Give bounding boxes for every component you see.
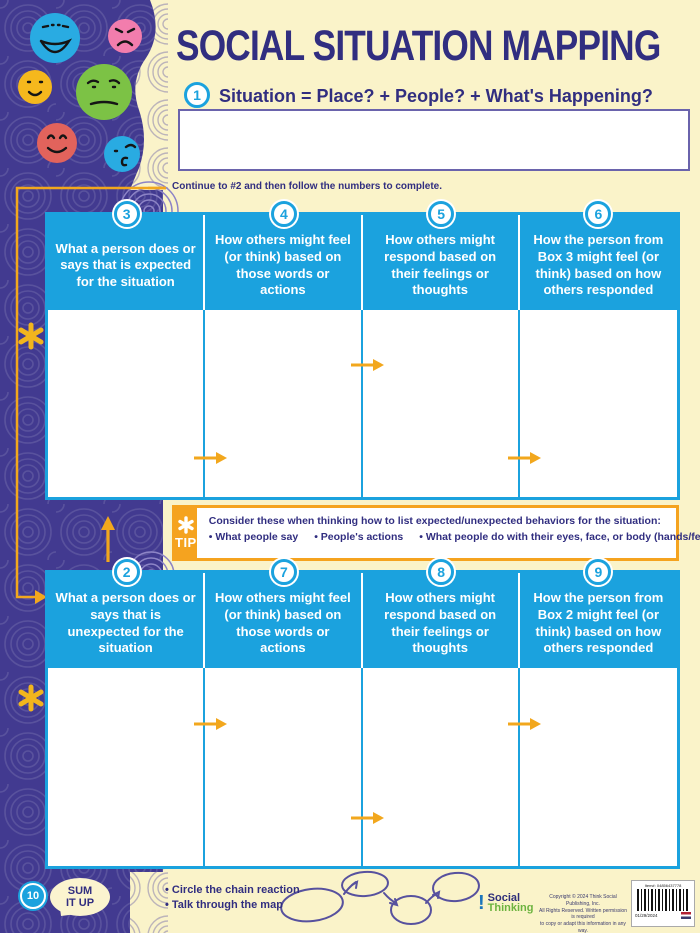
copyright-text: Copyright © 2024 Think Social Publishing… xyxy=(538,894,628,933)
box4-heading: How others might feel (or think) based o… xyxy=(205,215,363,310)
box4-badge: 4 xyxy=(270,201,297,227)
box3-heading: What a person does or says that is expec… xyxy=(48,215,206,310)
footer-bullet: • Circle the chain reaction xyxy=(165,884,300,896)
unexpected-row-body xyxy=(48,668,677,866)
tip-box: TIP Consider these when thinking how to … xyxy=(172,505,700,561)
box6-writing-area[interactable] xyxy=(520,310,677,497)
logo-social-text: Social xyxy=(487,892,521,904)
annoyed-face-icon xyxy=(108,19,142,53)
box9-badge: 9 xyxy=(585,559,612,585)
up-arrow-icon xyxy=(101,516,115,562)
right-arrow-icon xyxy=(35,590,47,604)
box8-heading: How others might respond based on their … xyxy=(363,573,520,668)
logo-thinking-text: Thinking xyxy=(487,902,534,914)
situation-input[interactable] xyxy=(178,109,690,171)
heading-text: for the situation xyxy=(76,273,175,289)
page-title: SOCIAL SITUATION MAPPING xyxy=(176,22,661,70)
right-arrow-icon xyxy=(351,812,384,824)
confused-face-icon xyxy=(104,136,140,172)
chain-reaction-sketch xyxy=(280,870,480,925)
worried-face-icon xyxy=(76,64,132,120)
us-flag-icon xyxy=(681,912,691,919)
sum-it-up-bubble: SUM IT UP xyxy=(50,878,110,916)
barcode: Item#: 04856437778 01/29/2024 xyxy=(631,880,695,927)
footer-bullet: • Talk through the map xyxy=(165,899,283,911)
box3-writing-area[interactable] xyxy=(48,310,206,497)
box9-writing-area[interactable] xyxy=(520,668,677,866)
smiley-face-icon xyxy=(18,70,52,104)
box6-heading: How the person from Box 3 might feel (or… xyxy=(520,215,677,310)
right-arrow-icon xyxy=(194,452,227,464)
social-thinking-logo: ! Social Thinking xyxy=(478,892,534,914)
box5-badge: 5 xyxy=(428,201,455,227)
step10-badge: 10 xyxy=(20,883,46,909)
step1-badge: 1 xyxy=(184,82,210,108)
emotion-faces xyxy=(18,13,142,172)
box8-badge: 8 xyxy=(428,559,455,585)
right-arrow-icon xyxy=(508,718,541,730)
footer-instructions: • Circle the chain reaction • Talk throu… xyxy=(165,883,300,913)
expected-row-headers: What a person does or says that is expec… xyxy=(48,215,677,310)
copyright-line: Copyright © 2024 Think Social Publishing… xyxy=(549,894,617,907)
situation-prompt: Situation = Place? + People? + What's Ha… xyxy=(219,86,653,106)
box3-badge: 3 xyxy=(113,201,140,227)
tip-bullets: • What people say • People's actions • W… xyxy=(209,531,700,543)
box7-badge: 7 xyxy=(270,559,297,585)
copyright-line: All Rights Reserved. Written permission … xyxy=(539,907,627,921)
box7-writing-area[interactable] xyxy=(205,668,363,866)
tip-content: Consider these when thinking how to list… xyxy=(197,508,700,558)
heading-text: How others might respond based on their … xyxy=(384,590,497,656)
tip-label: TIP xyxy=(175,535,197,550)
tip-bullet: • What people say xyxy=(208,531,299,543)
heading-text: What a person does or says that is xyxy=(55,590,196,622)
right-arrow-icon xyxy=(194,718,227,730)
box7-heading: How others might feel (or think) based o… xyxy=(205,573,363,668)
asterisk-icon xyxy=(18,322,44,712)
box4-writing-area[interactable] xyxy=(205,310,363,497)
heading-text: How others might respond based on their … xyxy=(384,232,497,298)
box5-heading: How others might respond based on their … xyxy=(363,215,520,310)
box8-writing-area[interactable] xyxy=(363,668,520,866)
box2-badge: 2 xyxy=(113,559,140,585)
copyright-line: to copy or adapt this information in any… xyxy=(540,921,626,933)
expected-row: 3 4 5 6 What a person does or says that … xyxy=(45,201,680,500)
tip-badge: TIP xyxy=(175,508,197,558)
heading-text: How the person from Box 3 might feel (or… xyxy=(533,232,664,298)
box6-badge: 6 xyxy=(585,201,612,227)
heading-text: How others might feel (or think) based o… xyxy=(214,590,351,656)
box9-heading: How the person from Box 2 might feel (or… xyxy=(520,573,677,668)
tip-bullet: • What people do with their eyes, face, … xyxy=(419,531,700,543)
pleased-face-icon xyxy=(37,123,77,163)
flow-path-to-box2 xyxy=(15,186,166,604)
continue-note: Continue to #2 and then follow the numbe… xyxy=(172,181,443,192)
heading-text: for the situation xyxy=(98,623,184,656)
expected-row-body xyxy=(48,310,677,497)
heading-bold: expected xyxy=(134,257,192,273)
tip-heading: Consider these when thinking how to list… xyxy=(208,515,661,527)
barcode-date: 01/29/2024 xyxy=(635,913,658,918)
right-arrow-icon xyxy=(508,452,541,464)
barcode-bars xyxy=(637,889,689,911)
heading-text: How the person from Box 2 might feel (or… xyxy=(533,590,664,656)
tip-bullet: • People's actions xyxy=(314,531,404,543)
unexpected-row: 2 7 8 9 What a person does or says that … xyxy=(45,559,680,869)
happy-face-icon xyxy=(30,13,80,63)
box2-writing-area[interactable] xyxy=(48,668,206,866)
asterisk-icon xyxy=(178,516,194,534)
unexpected-row-headers: What a person does or says that is unexp… xyxy=(48,573,677,668)
cream-swirl-strip-bottom xyxy=(126,868,168,933)
barcode-item-number: Item#: 04856437778 xyxy=(644,883,682,888)
box5-writing-area[interactable] xyxy=(363,310,520,497)
heading-text: How others might feel (or think) based o… xyxy=(214,232,351,298)
heading-bold: unexpected xyxy=(67,623,140,639)
right-arrow-icon xyxy=(351,359,384,371)
heading-text: What a person does or says that is xyxy=(55,240,196,273)
box2-heading: What a person does or says that is unexp… xyxy=(48,573,206,668)
logo-exclamation-icon: ! xyxy=(478,892,485,914)
